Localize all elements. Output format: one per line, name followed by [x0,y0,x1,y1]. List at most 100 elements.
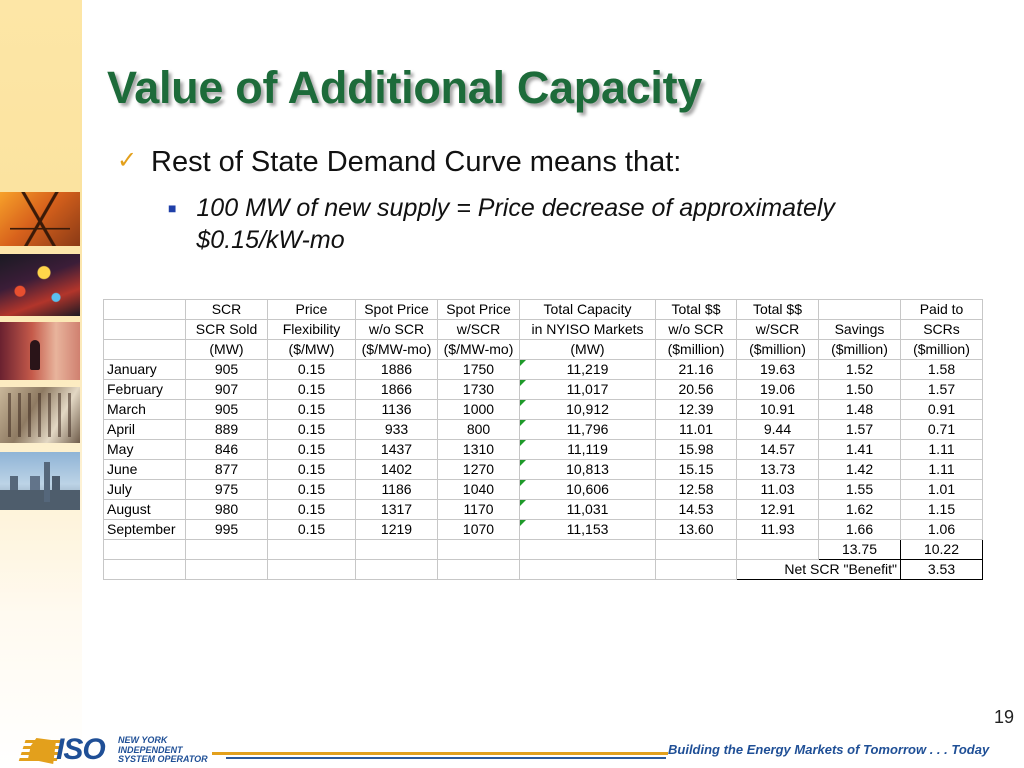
header-cell: Total Capacity [519,299,656,320]
value-cell: 0.91 [900,399,983,420]
left-decorative-strip [0,0,82,768]
value-cell: 1.62 [818,499,901,520]
header-cell: Price [267,299,356,320]
value-cell: 995 [185,519,268,540]
value-cell: 1.42 [818,459,901,480]
header-cell: ($million) [655,339,737,360]
total-paid-cell: 10.22 [900,539,983,560]
value-cell: 0.15 [267,439,356,460]
value-cell: 12.91 [736,499,819,520]
table-row: May 846 0.15 1437 1310 11,119 15.98 14.57 1.41 1.… [103,439,983,460]
value-cell: 1.57 [818,419,901,440]
value-cell: 0.15 [267,419,356,440]
empty-cell [655,539,737,560]
value-cell: 19.06 [736,379,819,400]
square-bullet-icon: ■ [168,200,177,216]
value-cell: 1.01 [900,479,983,500]
header-cell: ($million) [736,339,819,360]
table-row: April 889 0.15 933 800 11,796 11.01 9.44 1.57 0.7… [103,419,983,440]
value-cell: 889 [185,419,268,440]
logo-words: NEW YORK INDEPENDENT SYSTEM OPERATOR [118,735,208,764]
header-cell: Total $$ [736,299,819,320]
value-cell: 12.58 [655,479,737,500]
slide-title: Value of Additional Capacity [107,62,703,113]
empty-cell [437,539,520,560]
empty-cell [437,559,520,580]
header-cell: Savings [818,319,901,340]
value-cell: 1402 [355,459,438,480]
value-cell: 14.57 [736,439,819,460]
table-row: March 905 0.15 1136 1000 10,912 12.39 10.91 1.48… [103,399,983,420]
header-cell: in NYISO Markets [519,319,656,340]
value-cell: 15.15 [655,459,737,480]
month-cell: June [103,459,186,480]
value-cell: 1070 [437,519,520,540]
header-cell: Total $$ [655,299,737,320]
value-cell: 1317 [355,499,438,520]
value-cell: 0.15 [267,519,356,540]
value-cell: 1000 [437,399,520,420]
value-cell: 11.93 [736,519,819,540]
footer-rule-gold [212,752,668,755]
checkmark-icon: ✓ [117,147,138,174]
net-benefit-row: Net SCR "Benefit" 3.53 [103,559,983,580]
bullet-level1: ✓ Rest of State Demand Curve means that: [117,142,681,182]
value-cell: 12.39 [655,399,737,420]
value-cell: 15.98 [655,439,737,460]
empty-cell [267,539,356,560]
value-cell: 1.66 [818,519,901,540]
value-cell: 1.41 [818,439,901,460]
value-cell: 846 [185,439,268,460]
value-cell: 800 [437,419,520,440]
table-row: January 905 0.15 1886 1750 11,219 21.16 19.63 1.… [103,359,983,380]
month-cell: March [103,399,186,420]
value-cell: 1310 [437,439,520,460]
month-cell: September [103,519,186,540]
value-cell: 0.15 [267,379,356,400]
value-cell: 21.16 [655,359,737,380]
month-cell: February [103,379,186,400]
value-cell: 11.03 [736,479,819,500]
value-cell: 13.73 [736,459,819,480]
logo-mark: ISO [56,733,106,766]
header-cell: (MW) [519,339,656,360]
value-cell: 0.15 [267,399,356,420]
value-cell: 11,017 [519,379,656,400]
net-benefit-value: 3.53 [900,559,983,580]
header-cell [818,299,901,320]
city-night-photo [0,254,80,316]
header-cell [103,299,186,320]
header-cell [103,339,186,360]
total-savings-cell: 13.75 [818,539,901,560]
value-cell: 19.63 [736,359,819,380]
value-cell: 1.55 [818,479,901,500]
header-cell: w/o SCR [655,319,737,340]
value-cell: 0.15 [267,359,356,380]
value-cell: 20.56 [655,379,737,400]
header-cell: Paid to [900,299,983,320]
value-cell: 0.15 [267,479,356,500]
header-cell [103,319,186,340]
value-cell: 0.15 [267,499,356,520]
empty-cell [185,559,268,580]
value-cell: 1170 [437,499,520,520]
value-cell: 975 [185,479,268,500]
header-cell: ($/MW) [267,339,356,360]
table-row: February 907 0.15 1866 1730 11,017 20.56 19.06 1… [103,379,983,400]
value-cell: 10.91 [736,399,819,420]
empty-cell [103,559,186,580]
bullet-level2: ■ 100 MW of new supply = Price decrease … [168,192,948,256]
table-row: July 975 0.15 1186 1040 10,606 12.58 11.03 1.55 1… [103,479,983,500]
header-cell: Spot Price [437,299,520,320]
header-row-1: SCR Price Spot Price Spot Price Total Ca… [103,299,983,320]
value-cell: 1136 [355,399,438,420]
value-cell: 1219 [355,519,438,540]
empty-cell [267,559,356,580]
value-cell: 9.44 [736,419,819,440]
header-cell: ($million) [818,339,901,360]
bullet-level1-text: Rest of State Demand Curve means that: [151,146,682,178]
value-cell: 905 [185,399,268,420]
empty-cell [103,539,186,560]
empty-cell [355,539,438,560]
value-cell: 0.71 [900,419,983,440]
